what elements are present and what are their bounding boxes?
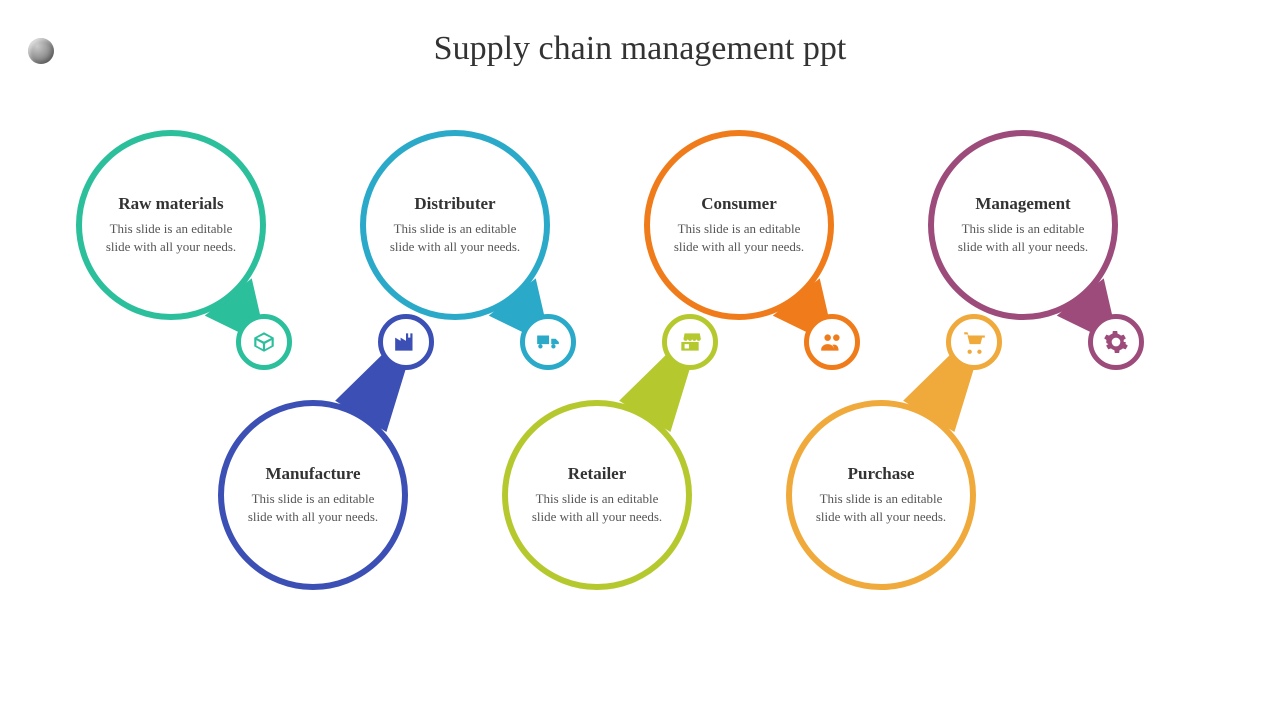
icon-circle-consumer: [804, 314, 860, 370]
connector-retailer: [0, 0, 1280, 720]
node-desc: This slide is an editable slide with all…: [242, 490, 384, 525]
connector-distributer: [0, 0, 1280, 720]
big-circle-raw-materials: Raw materials This slide is an editable s…: [76, 130, 266, 320]
connector-manufacture: [0, 0, 1280, 720]
node-desc: This slide is an editable slide with all…: [384, 220, 526, 255]
cube-icon: [251, 329, 277, 355]
big-circle-management: Management This slide is an editable slid…: [928, 130, 1118, 320]
page-title: Supply chain management ppt: [0, 30, 1280, 68]
node-title: Raw materials: [118, 194, 223, 214]
big-circle-retailer: Retailer This slide is an editable slide …: [502, 400, 692, 590]
connector-raw-materials: [0, 0, 1280, 720]
cart-icon: [961, 329, 987, 355]
gear-icon: [1103, 329, 1129, 355]
users-icon: [819, 329, 845, 355]
node-title: Retailer: [568, 464, 627, 484]
node-desc: This slide is an editable slide with all…: [526, 490, 668, 525]
connector-consumer: [0, 0, 1280, 720]
store-icon: [677, 329, 703, 355]
icon-circle-purchase: [946, 314, 1002, 370]
node-title: Consumer: [701, 194, 777, 214]
icon-circle-manufacture: [378, 314, 434, 370]
node-desc: This slide is an editable slide with all…: [952, 220, 1094, 255]
big-circle-distributer: Distributer This slide is an editable sli…: [360, 130, 550, 320]
connector-purchase: [0, 0, 1280, 720]
big-circle-manufacture: Manufacture This slide is an editable sli…: [218, 400, 408, 590]
big-circle-purchase: Purchase This slide is an editable slide …: [786, 400, 976, 590]
icon-circle-management: [1088, 314, 1144, 370]
icon-circle-retailer: [662, 314, 718, 370]
node-title: Distributer: [414, 194, 495, 214]
node-title: Purchase: [848, 464, 915, 484]
node-desc: This slide is an editable slide with all…: [810, 490, 952, 525]
node-desc: This slide is an editable slide with all…: [668, 220, 810, 255]
icon-circle-distributer: [520, 314, 576, 370]
icon-circle-raw-materials: [236, 314, 292, 370]
node-desc: This slide is an editable slide with all…: [100, 220, 242, 255]
node-title: Management: [975, 194, 1070, 214]
truck-icon: [535, 329, 561, 355]
node-title: Manufacture: [265, 464, 360, 484]
factory-icon: [393, 329, 419, 355]
big-circle-consumer: Consumer This slide is an editable slide …: [644, 130, 834, 320]
connector-management: [0, 0, 1280, 720]
